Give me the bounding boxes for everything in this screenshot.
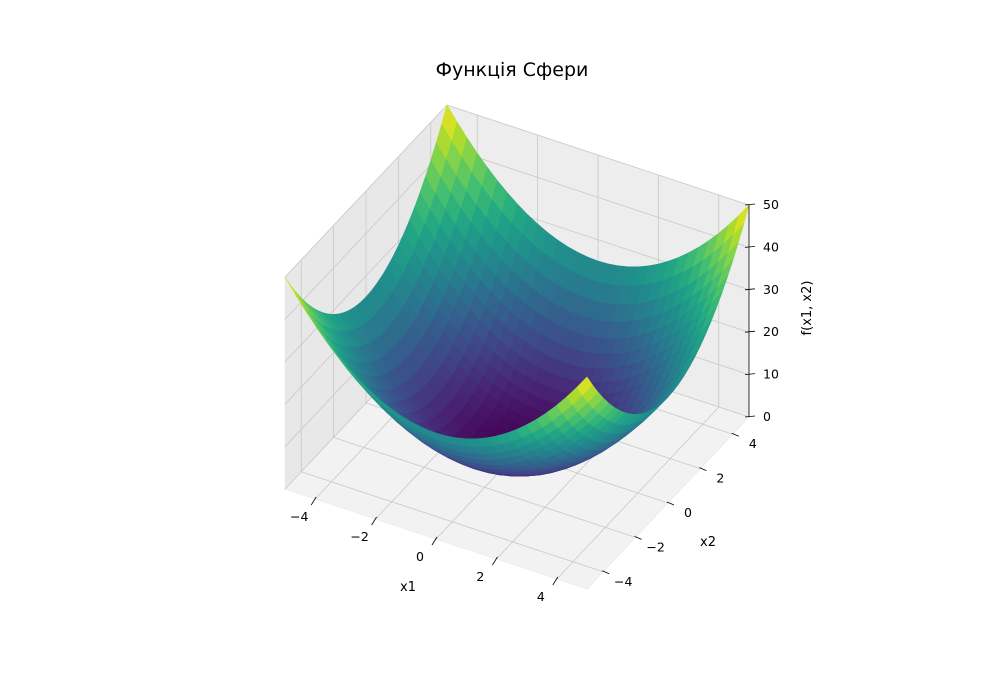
z-tick-label: 20	[763, 324, 779, 339]
y-tick-label: −2	[646, 539, 664, 554]
z-tick-mark	[744, 203, 756, 206]
y-tick-label: 4	[749, 436, 757, 451]
chart-title: Функція Сфери	[436, 59, 589, 81]
z-tick-mark	[744, 330, 756, 333]
grid-line	[333, 437, 636, 538]
z-tick-label: 0	[763, 409, 771, 424]
z-tick-label: 30	[763, 282, 779, 297]
surface-patch	[576, 376, 593, 396]
y-tick-label: 2	[716, 471, 724, 486]
z-tick-mark	[744, 246, 756, 248]
x-tick-label: −2	[350, 529, 368, 544]
z-axis-label: f(x1, x2)	[800, 281, 815, 336]
z-tick-mark	[744, 373, 756, 375]
y-tick-label: −4	[614, 574, 632, 589]
z-tick-label: 10	[763, 367, 779, 382]
grid-line	[284, 104, 448, 278]
y-tick-label: 0	[684, 505, 692, 520]
grid-line	[284, 147, 448, 320]
x-tick-mark	[310, 496, 317, 506]
z-tick-mark	[744, 415, 756, 418]
z-tick-label: 40	[763, 239, 779, 254]
x-tick-mark	[552, 576, 559, 586]
x-tick-label: 2	[476, 569, 484, 584]
x-tick-label: 0	[416, 549, 424, 564]
x-tick-label: −4	[290, 509, 308, 524]
x-tick-label: 4	[537, 589, 545, 604]
x-tick-mark	[492, 556, 498, 566]
y-tick-mark	[634, 536, 642, 540]
grid-line	[301, 471, 604, 573]
y-tick-mark	[666, 501, 675, 506]
surface-plot	[284, 104, 750, 477]
y-tick-mark	[602, 570, 610, 575]
y-tick-mark	[731, 432, 739, 437]
grid-line	[446, 147, 750, 248]
y-axis-label: x2	[700, 535, 716, 550]
z-tick-mark	[744, 288, 756, 291]
x-axis-label: x1	[400, 580, 416, 595]
grid-line	[446, 104, 750, 206]
y-tick-mark	[699, 467, 707, 471]
x-tick-mark	[431, 536, 438, 546]
z-tick-label: 50	[763, 197, 779, 212]
x-tick-mark	[371, 516, 377, 526]
